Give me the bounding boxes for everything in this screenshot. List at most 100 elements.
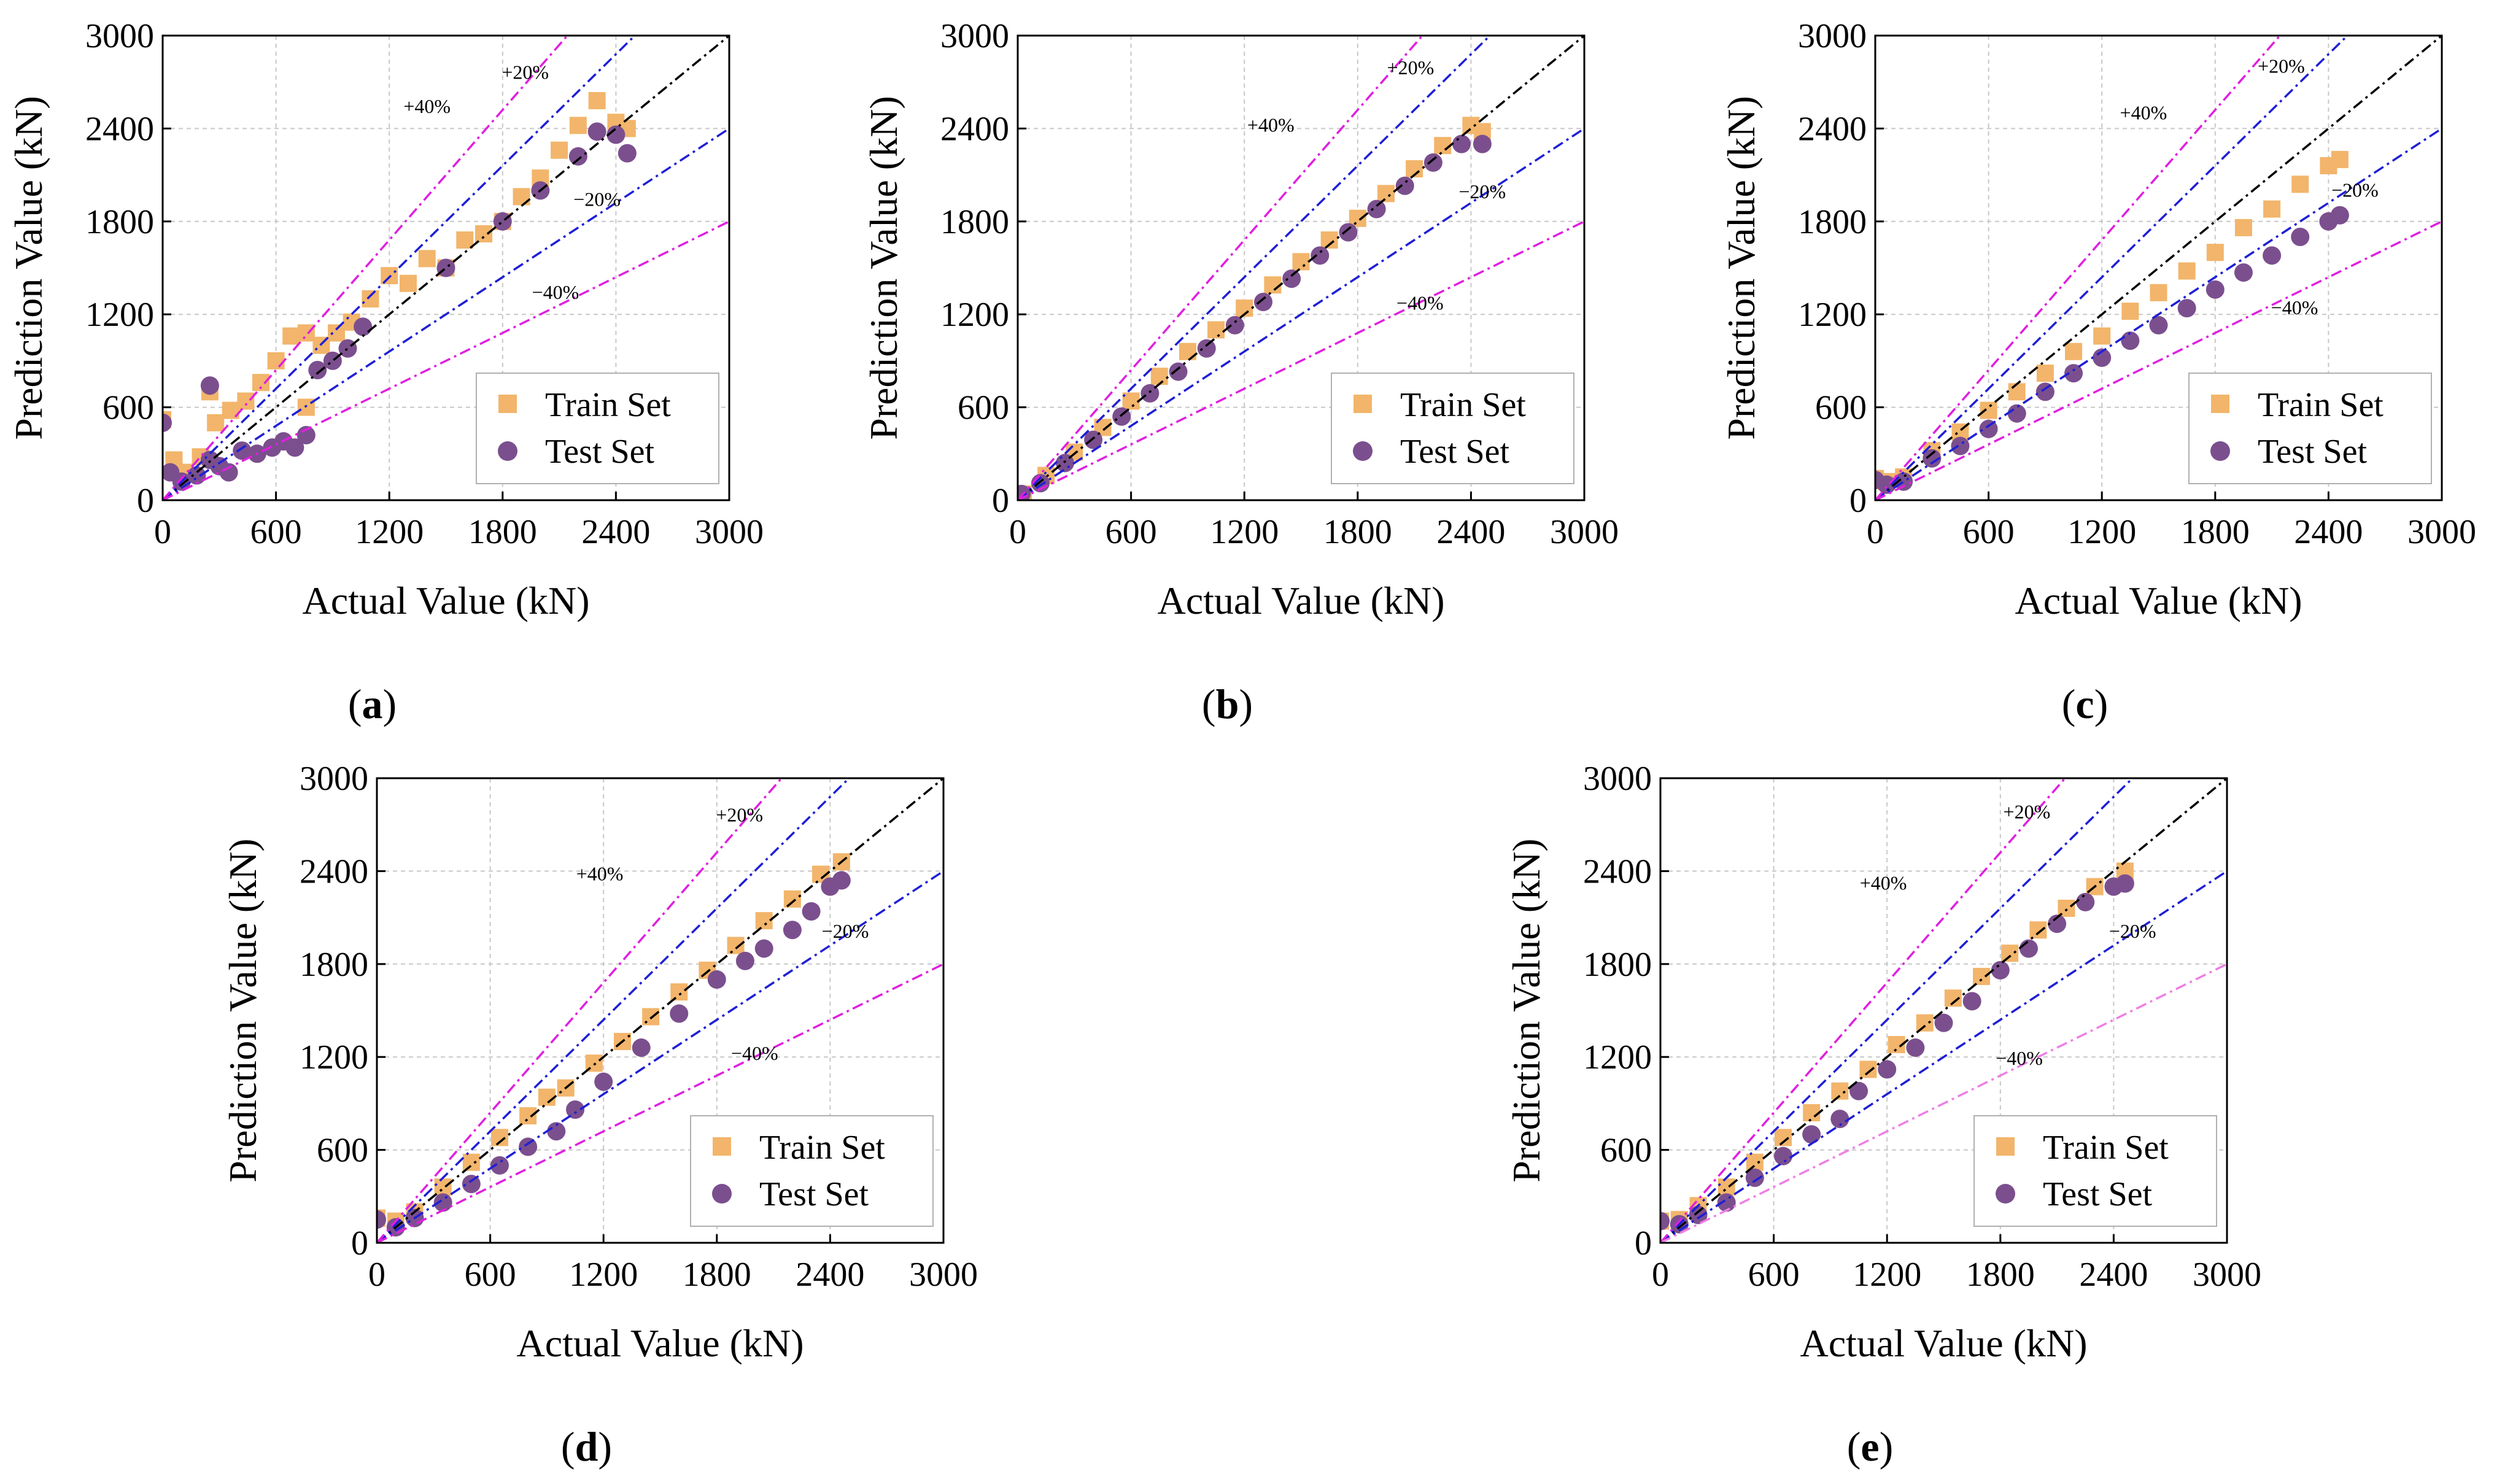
reference-line-minus20pct [377, 870, 943, 1243]
test-point [1773, 1146, 1792, 1165]
train-point [1859, 1061, 1877, 1078]
reference-line-minus40pct [1875, 220, 2442, 500]
axis-frame [1874, 34, 2443, 501]
legend-train-label: Train Set [2258, 386, 2384, 424]
train-point [207, 414, 225, 431]
x-tick-label: 0 [154, 513, 171, 551]
legend-train-marker [713, 1137, 731, 1156]
test-point [519, 1137, 538, 1156]
test-point [163, 413, 172, 432]
x-tick-label: 600 [1748, 1256, 1800, 1294]
legend-box [2188, 373, 2432, 484]
x-tick-label: 3000 [2193, 1256, 2261, 1294]
panel-caption-open: ( [561, 1423, 575, 1470]
reference-line-label: −20% [1459, 180, 1506, 203]
test-point [1473, 134, 1492, 153]
x-tick-label: 600 [1963, 513, 2015, 551]
x-tick-label: 2400 [2294, 513, 2363, 551]
reference-line-label: +40% [576, 863, 624, 885]
test-point [1339, 223, 1358, 242]
reference-line-minus40pct [163, 220, 729, 500]
test-point [2019, 939, 2038, 958]
x-tick-label: 600 [250, 513, 302, 551]
test-point [2234, 263, 2253, 282]
train-point [2263, 200, 2281, 218]
train-point [588, 91, 606, 109]
test-point [2064, 364, 2083, 383]
train-point [1292, 253, 1310, 271]
legend-test-marker [712, 1184, 732, 1204]
axis-frame [376, 777, 945, 1244]
train-point [362, 290, 379, 307]
x-axis-title: Actual Value (kN) [517, 1321, 804, 1365]
y-axis-title: Prediction Value (kN) [862, 96, 905, 439]
reference-line-minus40pct [1660, 963, 2227, 1243]
reference-line-label: +20% [716, 804, 763, 826]
legend: Train Set Test Set [1331, 373, 1574, 484]
x-tick-label: 600 [1106, 513, 1157, 551]
test-point [547, 1122, 566, 1141]
y-axis-title: Prediction Value (kN) [1719, 96, 1763, 439]
train-point [2178, 262, 2196, 280]
legend: Train Set Test Set [690, 1115, 934, 1227]
test-point [832, 871, 851, 890]
test-point [1849, 1081, 1869, 1100]
x-tick-label: 3000 [695, 513, 764, 551]
reference-line-label: −40% [532, 281, 579, 303]
legend-test-label: Test Set [1400, 433, 1510, 471]
test-point [802, 902, 821, 921]
test-point [1225, 315, 1244, 334]
test-point [1282, 269, 1301, 288]
test-point [1979, 419, 1998, 438]
train-point [783, 890, 801, 908]
reference-line-label: +20% [502, 61, 549, 83]
test-point [1367, 199, 1386, 218]
train-point [267, 352, 285, 369]
test-point [462, 1175, 481, 1194]
y-tick-label: 600 [1815, 389, 1867, 427]
train-point [2291, 176, 2309, 193]
train-point [2234, 218, 2252, 236]
train-point [1264, 276, 1282, 294]
y-tick-label: 1200 [1583, 1038, 1652, 1076]
reference-line-label: +40% [403, 95, 451, 117]
y-tick-label: 600 [958, 389, 1009, 427]
panel-caption-close: ) [598, 1423, 612, 1470]
y-tick-label: 1800 [940, 203, 1009, 241]
train-point [456, 231, 474, 249]
test-point [1951, 436, 1970, 455]
test-point [606, 125, 625, 144]
y-tick-label: 600 [103, 389, 154, 427]
test-point [285, 438, 304, 457]
train-point [2206, 244, 2224, 261]
test-point [2093, 348, 2112, 367]
test-point [1877, 475, 1896, 494]
legend-train-marker [498, 395, 517, 413]
legend-train-label: Train Set [759, 1129, 885, 1167]
reference-line-label: +40% [2120, 101, 2167, 123]
y-axis-title: Prediction Value (kN) [7, 96, 50, 439]
reference-line-label: −40% [1996, 1047, 2043, 1069]
panel-caption: (b) [1202, 681, 1253, 727]
chart-panel-a: +20% −20% +40% −40% 0 600 1200 1800 2400 3000 0 600… [7, 17, 764, 727]
y-tick-label: 1200 [940, 296, 1009, 334]
panel-caption-letter: d [575, 1423, 598, 1470]
x-tick-label: 2400 [1436, 513, 1505, 551]
reference-lines [1875, 36, 2442, 500]
y-tick-label: 3000 [1798, 17, 1867, 55]
y-tick-label: 1200 [1798, 296, 1867, 334]
test-point [1894, 472, 1913, 491]
x-tick-label: 3000 [2407, 513, 2476, 551]
train-point [755, 912, 773, 930]
panel-caption-open: ( [1202, 681, 1216, 727]
train-point [1916, 1014, 1934, 1032]
test-point [2263, 246, 2282, 265]
test-point [433, 1193, 452, 1212]
x-tick-label: 1800 [468, 513, 537, 551]
panel-caption-close: ) [1239, 681, 1253, 727]
panel-caption-open: ( [1847, 1423, 1861, 1470]
test-point [1830, 1110, 1849, 1129]
panel-caption: (c) [2062, 681, 2109, 727]
axis-frame [1017, 34, 1586, 501]
x-tick-label: 2400 [796, 1256, 864, 1294]
